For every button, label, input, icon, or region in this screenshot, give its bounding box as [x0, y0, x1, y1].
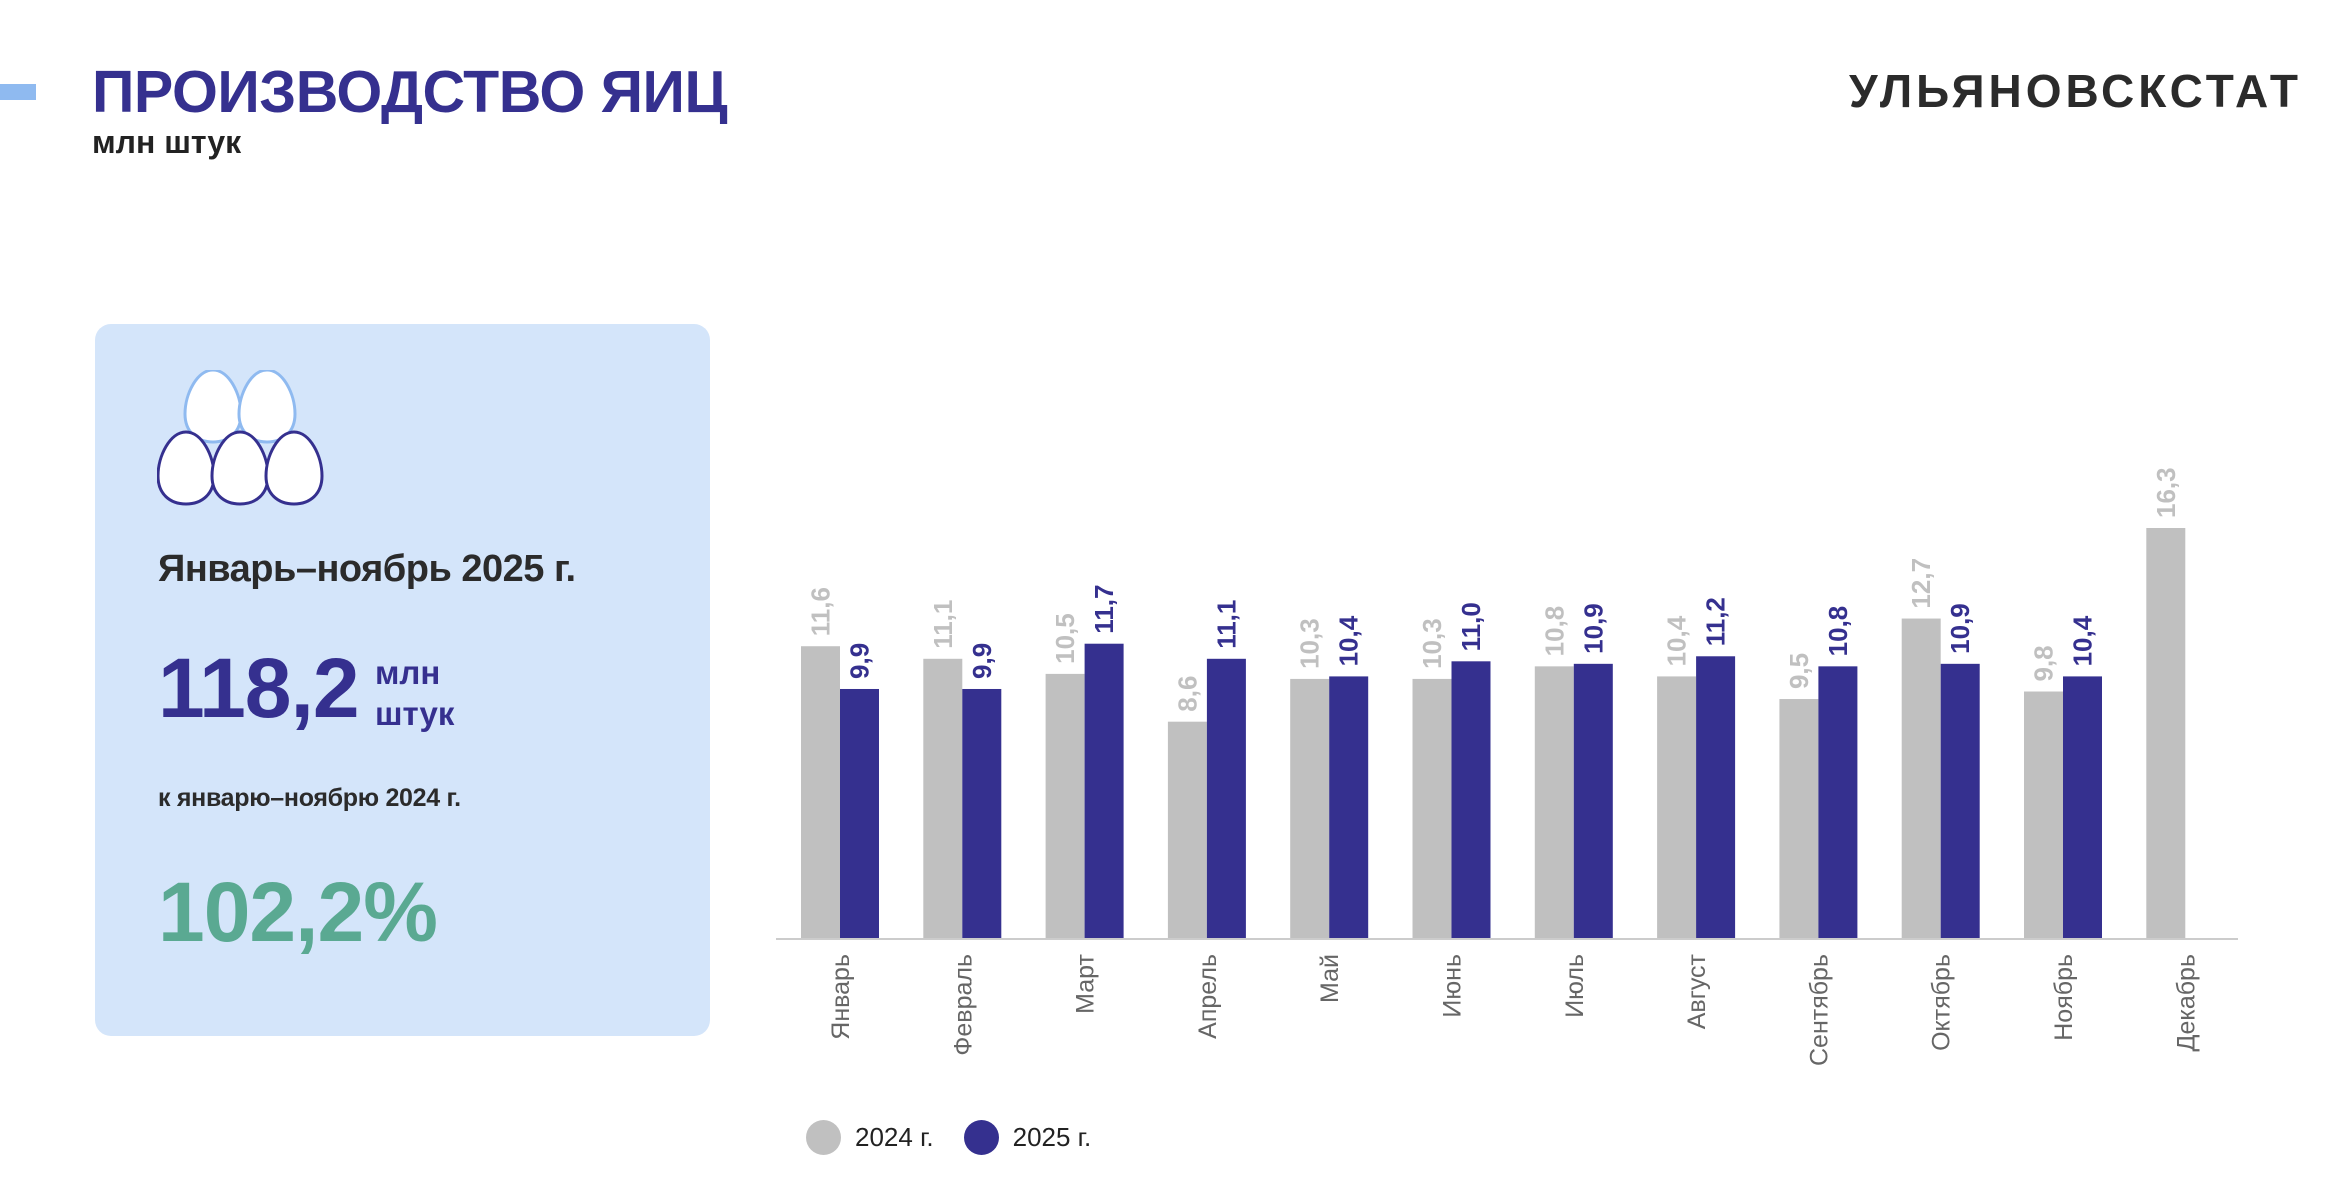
data-label-2025-2: 9,9: [967, 643, 997, 679]
legend-swatch-2024: [806, 1120, 841, 1155]
data-label-2024-9: 9,5: [1784, 653, 1814, 689]
bar-2025-9: [1818, 666, 1858, 938]
bar-2024-11: [2024, 691, 2063, 938]
bar-2025-5: [1329, 676, 1369, 938]
data-label-2024-1: 11,6: [806, 587, 836, 636]
bar-2025-7: [1573, 663, 1613, 938]
data-label-2024-12: 16,3: [2151, 467, 2181, 518]
data-label-2024-7: 10,8: [1539, 606, 1569, 657]
period-label: Январь–ноябрь 2025 г.: [158, 548, 576, 590]
data-label-2024-10: 12,7: [1906, 558, 1936, 609]
bar-2024-7: [1534, 666, 1574, 938]
x-tick-label-4: Апрель: [1194, 954, 1222, 1039]
bar-2024-3: [1045, 673, 1085, 938]
bar-2024-6: [1412, 678, 1452, 938]
x-tick-label-1: Январь: [827, 954, 855, 1040]
x-tick-label-5: Май: [1316, 954, 1344, 1003]
x-tick-label-12: Декабрь: [2172, 954, 2200, 1051]
total-value: 118,2: [158, 641, 360, 735]
bar-2024-9: [1779, 699, 1819, 938]
data-label-2025-4: 11,1: [1211, 600, 1241, 649]
data-label-2024-8: 10,4: [1662, 615, 1692, 666]
data-label-2025-6: 11,0: [1456, 602, 1486, 651]
legend-label-2025: 2025 г.: [1012, 1122, 1092, 1152]
data-label-2024-11: 9,8: [2029, 645, 2059, 681]
compare-label: к январю–ноябрю 2024 г.: [158, 784, 461, 812]
page-subtitle: млн штук: [92, 124, 242, 160]
x-tick-label-10: Октябрь: [1928, 954, 1956, 1051]
bar-2024-2: [923, 658, 963, 938]
page-title: ПРОИЗВОДСТВО ЯИЦ: [92, 59, 728, 125]
legend-swatch-2025: [963, 1120, 999, 1155]
x-tick-label-6: Июнь: [1439, 954, 1467, 1018]
bar-2025-1: [840, 688, 879, 938]
data-label-2025-5: 10,4: [1334, 615, 1364, 666]
bar-2024-12: [2146, 528, 2186, 938]
data-label-2024-3: 10,5: [1050, 613, 1080, 664]
bar-2025-11: [2063, 676, 2102, 938]
total-unit: млн штук: [375, 652, 454, 734]
bar-2025-2: [962, 688, 1002, 938]
bar-2024-5: [1290, 678, 1330, 938]
data-label-2025-3: 11,7: [1089, 585, 1119, 634]
data-label-2024-6: 10,3: [1417, 618, 1447, 669]
bar-2025-3: [1084, 643, 1124, 938]
bar-2025-6: [1451, 661, 1491, 938]
data-label-2024-4: 8,6: [1172, 676, 1202, 712]
summary-card: Январь–ноябрь 2025 г. 118,2 млн штук к я…: [95, 324, 710, 1036]
bar-chart: 11,6 9,9 Январь 11,1 9,9 Февраль 10,5 11,7 Март 8…: [776, 467, 2238, 1066]
data-label-2025-11: 10,4: [2068, 615, 2098, 666]
chart-legend: 2024 г. 2025 г.: [806, 1120, 1121, 1155]
total-unit-line1: млн: [375, 654, 441, 691]
accent-bar: [0, 84, 36, 100]
bar-2024-10: [1901, 618, 1941, 938]
brand-logo: УЛЬЯНОВСКСТАТ: [1849, 65, 2302, 117]
x-tick-label-11: Ноябрь: [2050, 954, 2078, 1041]
legend-item-2025: 2025 г.: [963, 1120, 1092, 1155]
data-label-2025-7: 10,9: [1578, 603, 1608, 654]
bar-2025-4: [1206, 658, 1246, 938]
x-tick-label-2: Февраль: [949, 954, 977, 1056]
total-unit-line2: штук: [375, 695, 455, 732]
data-label-2025-10: 10,9: [1945, 603, 1975, 654]
x-tick-label-7: Июль: [1561, 954, 1589, 1018]
data-label-2025-1: 9,9: [845, 643, 875, 679]
bar-2025-8: [1696, 656, 1736, 938]
percent-value: 102,2%: [158, 865, 438, 959]
data-label-2025-9: 10,8: [1823, 606, 1853, 657]
eggs-icon: [157, 370, 324, 506]
bar-2024-1: [801, 646, 840, 938]
bar-2024-4: [1167, 721, 1207, 938]
x-tick-label-8: Август: [1683, 953, 1711, 1029]
data-label-2025-8: 11,2: [1701, 597, 1731, 646]
legend-item-2024: 2024 г.: [806, 1120, 934, 1155]
data-label-2024-2: 11,1: [928, 600, 958, 649]
legend-label-2024: 2024 г.: [855, 1122, 934, 1152]
x-tick-label-9: Сентябрь: [1805, 954, 1833, 1066]
x-tick-label-3: Март: [1072, 953, 1100, 1013]
bar-2025-10: [1940, 663, 1980, 938]
data-label-2024-5: 10,3: [1295, 618, 1325, 669]
bar-2024-8: [1657, 676, 1697, 938]
